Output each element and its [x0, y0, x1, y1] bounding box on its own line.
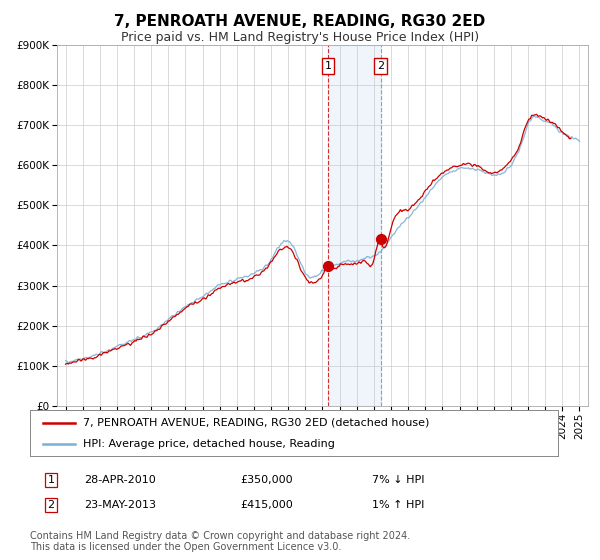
Text: 2: 2: [47, 500, 55, 510]
Text: HPI: Average price, detached house, Reading: HPI: Average price, detached house, Read…: [83, 439, 335, 449]
Text: 7, PENROATH AVENUE, READING, RG30 2ED (detached house): 7, PENROATH AVENUE, READING, RG30 2ED (d…: [83, 418, 429, 428]
Point: [323, 261, 333, 270]
Text: 2: 2: [377, 61, 384, 71]
Text: 23-MAY-2013: 23-MAY-2013: [84, 500, 156, 510]
Bar: [328, 45, 380, 406]
Text: 1: 1: [325, 61, 331, 71]
Text: 7, PENROATH AVENUE, READING, RG30 2ED: 7, PENROATH AVENUE, READING, RG30 2ED: [115, 14, 485, 29]
Point: [376, 235, 385, 244]
Text: 28-APR-2010: 28-APR-2010: [84, 475, 156, 485]
Text: Contains HM Land Registry data © Crown copyright and database right 2024.: Contains HM Land Registry data © Crown c…: [30, 531, 410, 541]
Text: This data is licensed under the Open Government Licence v3.0.: This data is licensed under the Open Gov…: [30, 542, 341, 552]
Text: 7% ↓ HPI: 7% ↓ HPI: [372, 475, 425, 485]
Text: 1% ↑ HPI: 1% ↑ HPI: [372, 500, 424, 510]
Text: Price paid vs. HM Land Registry's House Price Index (HPI): Price paid vs. HM Land Registry's House …: [121, 31, 479, 44]
Text: 1: 1: [47, 475, 55, 485]
Text: £350,000: £350,000: [240, 475, 293, 485]
Text: £415,000: £415,000: [240, 500, 293, 510]
